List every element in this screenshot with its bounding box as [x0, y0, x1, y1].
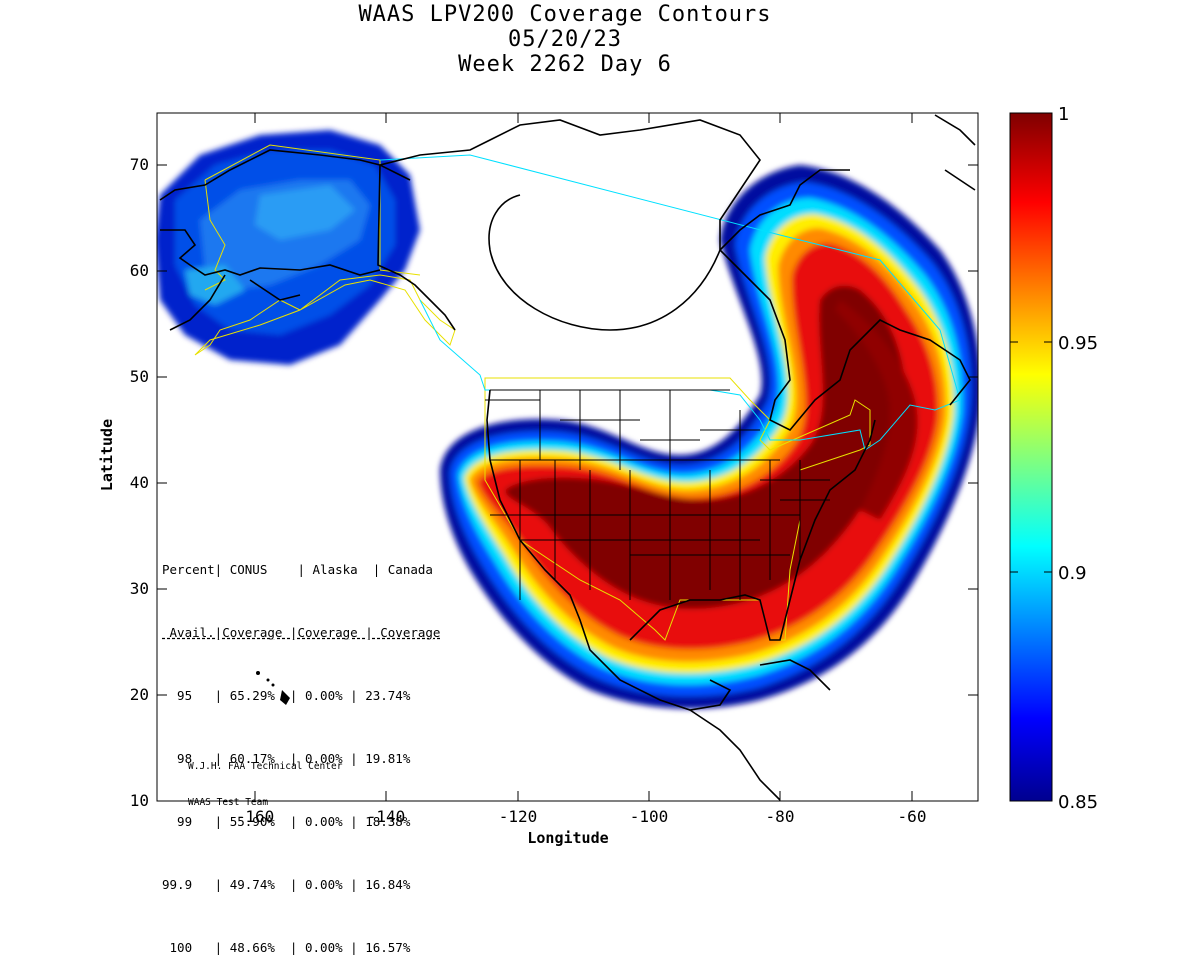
title-line-2: 05/20/23	[508, 27, 622, 52]
colorbar-tick-label: 1	[1058, 104, 1069, 125]
state-borders	[485, 389, 830, 600]
stats-header-2: Avail.|Coverage |Coverage | Coverage	[162, 625, 441, 640]
us-west-coast	[486, 389, 732, 711]
x-tick-label: -80	[766, 807, 795, 826]
x-tick-label: -100	[630, 807, 669, 826]
x-tick-label: -60	[898, 807, 927, 826]
alaska-service-volume	[194, 274, 456, 356]
stats-header-1: Percent| CONUS | Alaska | Canada	[162, 562, 433, 577]
y-tick-label: 20	[130, 685, 149, 704]
credit-line-1: W.J.H. FAA Technical Center	[188, 761, 343, 772]
axis-ticks	[157, 113, 978, 801]
y-axis-label: Latitude	[98, 419, 116, 491]
stats-row: 99 | 55.90% | 0.00% | 18.38%	[162, 814, 411, 829]
colorbar-tick-label: 0.85	[1058, 792, 1098, 813]
colorbar-tick-label: 0.9	[1058, 563, 1087, 584]
x-axis-label: Longitude	[527, 829, 608, 847]
conus-coverage	[440, 165, 978, 709]
stats-row: 98 | 60.17% | 0.00% | 19.81%	[162, 751, 411, 766]
stats-row: 99.9 | 49.74% | 0.00% | 16.84%	[162, 877, 411, 892]
y-tick-label: 70	[130, 155, 149, 174]
hawaii-islands	[256, 671, 290, 705]
colorbar-tick-labels: 1 0.95 0.9 0.85	[1058, 104, 1098, 813]
x-tick-label: -140	[367, 807, 406, 826]
y-tick-label: 10	[130, 791, 149, 810]
y-tick-label: 30	[130, 579, 149, 598]
stats-row: 100 | 48.66% | 0.00% | 16.57%	[162, 940, 411, 955]
y-tick-label: 60	[130, 261, 149, 280]
alaska-coverage	[157, 130, 420, 365]
title-line-1: WAAS LPV200 Coverage Contours	[358, 2, 772, 27]
coastlines	[159, 114, 976, 801]
credit-line-2: WAAS Test Team	[188, 797, 269, 808]
x-tick-labels: -160 -140 -120 -100 -80 -60	[236, 807, 927, 826]
cuba-coastline	[759, 659, 831, 691]
alaska-coastline	[159, 149, 456, 331]
credit-text: W.J.H. FAA Technical Center WAAS Test Te…	[188, 737, 342, 821]
colorbar-gradient	[1010, 113, 1052, 801]
y-tick-label: 40	[130, 473, 149, 492]
canada-coastline	[379, 119, 761, 250]
plot-frame	[156, 112, 979, 802]
chart-title: WAAS LPV200 Coverage Contours 05/20/23 W…	[0, 2, 1130, 77]
stats-row: 95 | 65.29% | 0.00% | 23.74%	[162, 688, 411, 703]
plot-area	[157, 113, 978, 801]
coverage-map: -160 -140 -120 -100 -80 -60 70 60 50 40 …	[98, 104, 1098, 847]
x-tick-label: -160	[236, 807, 275, 826]
title-line-3: Week 2262 Day 6	[458, 52, 672, 77]
colorbar: 1 0.95 0.9 0.85	[1009, 104, 1098, 813]
us-gulf-atlantic-coast	[629, 419, 876, 641]
colorbar-tick-label: 0.95	[1058, 333, 1098, 354]
y-tick-labels: 70 60 50 40 30 20 10	[130, 155, 149, 810]
y-tick-label: 50	[130, 367, 149, 386]
coverage-stats-table: Percent| CONUS | Alaska | Canada Avail.|…	[162, 517, 440, 979]
x-tick-label: -120	[499, 807, 538, 826]
